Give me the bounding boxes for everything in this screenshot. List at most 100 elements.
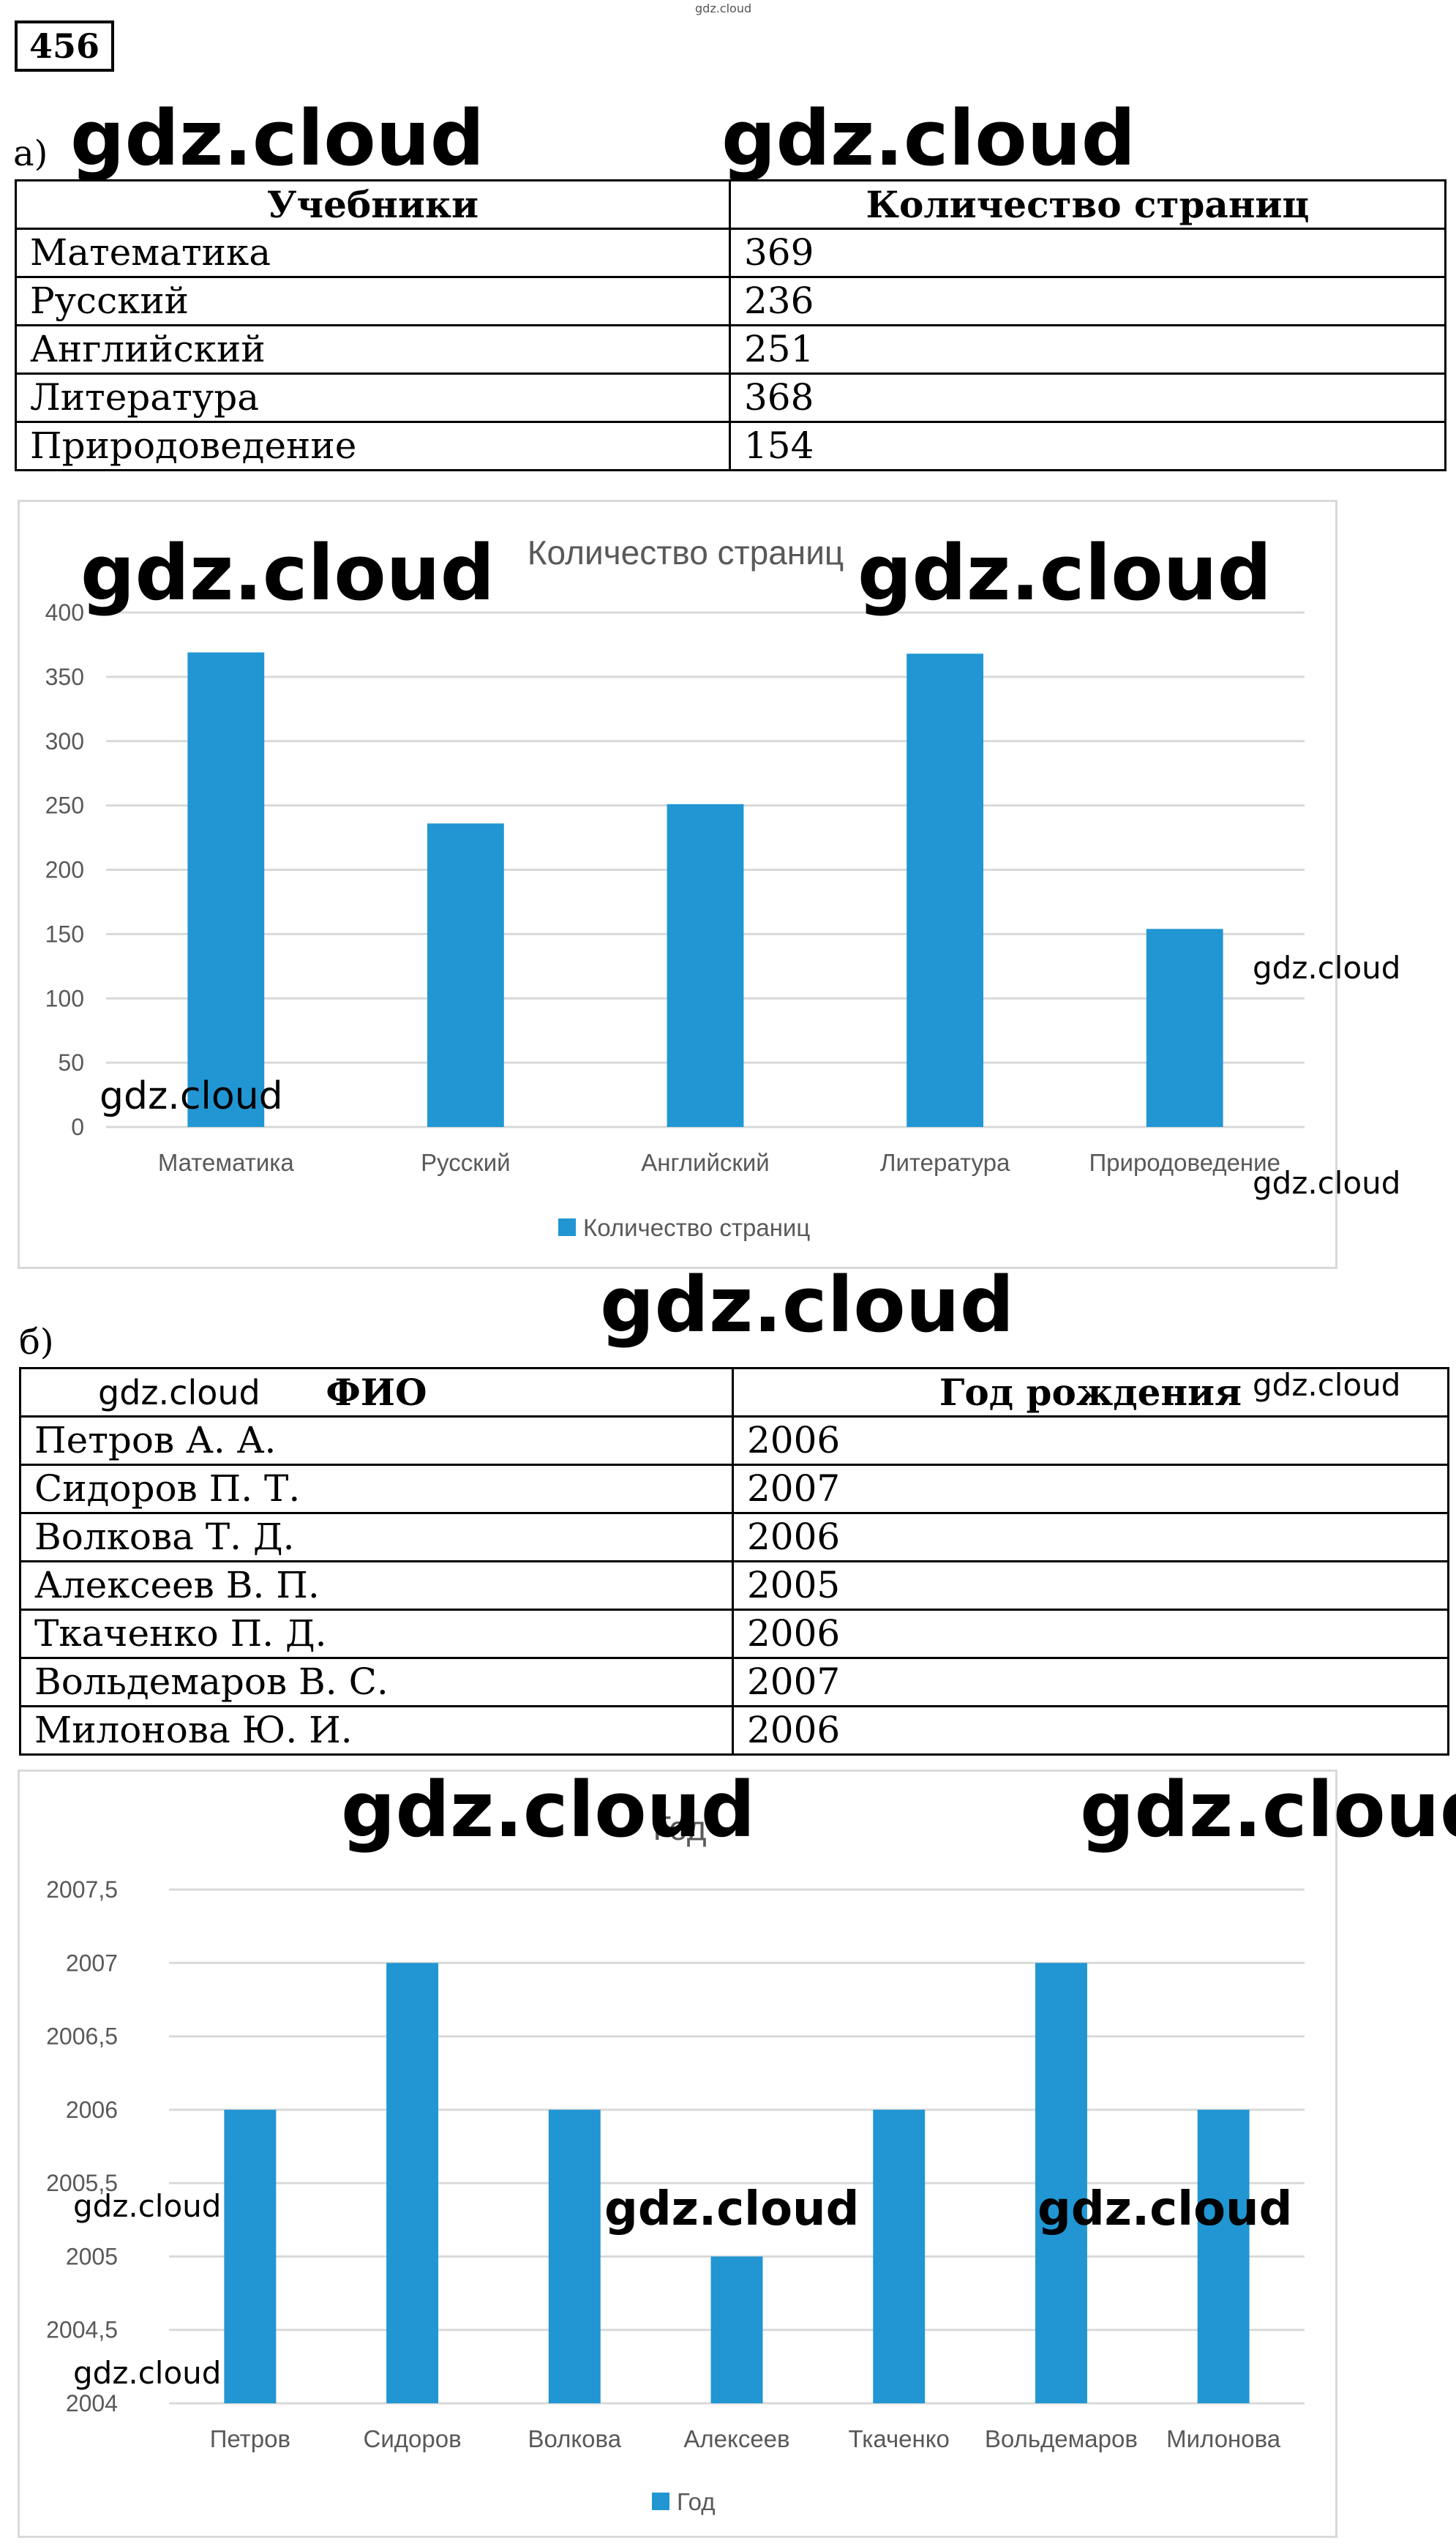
table-cell: Природоведение bbox=[15, 421, 731, 471]
watermark: gdz.cloud bbox=[1080, 1765, 1456, 1854]
bar bbox=[907, 654, 984, 1127]
table-cell: 2006 bbox=[732, 1609, 1449, 1659]
column-header: Количество страниц bbox=[729, 179, 1446, 230]
bar bbox=[386, 1963, 439, 2403]
table-cell: Вольдемаров В. С. bbox=[19, 1657, 734, 1707]
table-row: Вольдемаров В. С. 2007 bbox=[19, 1657, 1449, 1707]
y-tick-label: 0 bbox=[71, 1114, 84, 1140]
legend-swatch bbox=[558, 1218, 576, 1236]
watermark: gdz.cloud bbox=[858, 528, 1272, 618]
table-row: Петров А. А. 2006 bbox=[19, 1415, 1449, 1466]
table-cell: Петров А. А. bbox=[19, 1415, 734, 1466]
x-tick-label: Вольдемаров bbox=[985, 2425, 1138, 2452]
x-tick-label: Русский bbox=[421, 1149, 510, 1176]
y-tick-label: 2005,5 bbox=[46, 2170, 118, 2196]
table-cell: Ткаченко П. Д. bbox=[19, 1609, 734, 1659]
y-tick-label: 2007 bbox=[66, 1950, 118, 1976]
y-tick-label: 250 bbox=[45, 793, 84, 819]
y-tick-label: 2004 bbox=[66, 2390, 118, 2416]
students-table: ФИО Год рождения Петров А. А. 2006 Сидоро… bbox=[19, 1367, 1449, 1756]
x-tick-label: Сидоров bbox=[364, 2425, 462, 2452]
table-cell: 2007 bbox=[732, 1464, 1449, 1514]
table-cell: 2005 bbox=[732, 1560, 1449, 1611]
table-cell: Сидоров П. Т. bbox=[19, 1464, 734, 1514]
table-cell: 369 bbox=[729, 228, 1446, 278]
watermark-top-small: gdz.cloud bbox=[695, 1, 752, 15]
watermark: gdz.cloud bbox=[604, 2182, 860, 2236]
task-number: 456 bbox=[15, 20, 114, 72]
bar bbox=[1146, 929, 1223, 1127]
chart-title: Количество страниц bbox=[528, 533, 844, 572]
birth-year-bar-chart: Год 2004 2004,5 2005 2005,5 2006 2006,5 2007 200… bbox=[46, 1809, 1305, 2515]
table-cell: 236 bbox=[729, 276, 1446, 326]
table-cell: 368 bbox=[729, 372, 1446, 423]
y-tick-label: 400 bbox=[45, 599, 84, 626]
table-cell: 2006 bbox=[732, 1512, 1449, 1562]
table-cell: Русский bbox=[15, 276, 731, 326]
x-tick-label: Волкова bbox=[528, 2425, 621, 2452]
y-tick-label: 2006,5 bbox=[46, 2023, 118, 2050]
column-header: Учебники bbox=[15, 179, 731, 230]
y-tick-label: 2004,5 bbox=[46, 2317, 118, 2343]
x-tick-label: Математика bbox=[158, 1149, 295, 1176]
table-row: Волкова Т. Д. 2006 bbox=[19, 1512, 1449, 1562]
table-cell: 2006 bbox=[732, 1415, 1449, 1466]
table-cell: Литература bbox=[15, 372, 731, 423]
bar bbox=[873, 2109, 926, 2403]
x-tick-label: Литература bbox=[880, 1149, 1010, 1176]
table-cell: 251 bbox=[729, 324, 1446, 375]
x-tick-label: Английский bbox=[641, 1149, 769, 1176]
table-row: Сидоров П. Т. 2007 bbox=[19, 1464, 1449, 1514]
y-tick-label: 2006 bbox=[66, 2097, 118, 2123]
y-tick-label: 200 bbox=[45, 857, 84, 883]
textbooks-table: Учебники Количество страниц Математика 36… bbox=[15, 179, 1446, 471]
bar bbox=[710, 2256, 763, 2403]
bar bbox=[667, 804, 744, 1127]
table-row: Ткаченко П. Д. 2006 bbox=[19, 1609, 1449, 1659]
watermark: gdz.cloud bbox=[100, 1074, 283, 1118]
watermark: gdz.cloud bbox=[73, 2188, 222, 2224]
pages-chart-frame: Количество страниц 0 50 100 150 200 250 300 350 4… bbox=[18, 500, 1337, 1269]
watermark: gdz.cloud bbox=[70, 94, 485, 183]
x-tick-label: Петров bbox=[210, 2425, 290, 2452]
y-tick-label: 150 bbox=[45, 921, 84, 947]
watermark: gdz.cloud bbox=[73, 2355, 222, 2391]
part-b-label: б) bbox=[19, 1322, 54, 1363]
x-tick-label: Алексеев bbox=[683, 2425, 789, 2452]
legend-swatch bbox=[652, 2493, 669, 2510]
y-tick-label: 50 bbox=[58, 1049, 84, 1076]
bar bbox=[1035, 1963, 1087, 2403]
column-header: ФИО bbox=[19, 1367, 734, 1418]
y-tick-label: 100 bbox=[45, 985, 84, 1011]
watermark: gdz.cloud bbox=[1253, 1165, 1401, 1201]
watermark: gdz.cloud bbox=[1037, 2182, 1293, 2236]
chart-title: Год bbox=[653, 1809, 706, 1847]
watermark: gdz.cloud bbox=[1253, 1367, 1401, 1403]
column-header: Год рождения bbox=[732, 1367, 1449, 1418]
watermark: gdz.cloud bbox=[1253, 950, 1401, 986]
bar bbox=[1197, 2109, 1250, 2403]
table-header-row: Учебники Количество страниц bbox=[15, 179, 1446, 230]
birth-year-chart-frame: Год 2004 2004,5 2005 2005,5 2006 2006,5 2007 200… bbox=[18, 1770, 1337, 2538]
table-header-row: ФИО Год рождения bbox=[19, 1367, 1449, 1418]
watermark: gdz.cloud bbox=[80, 528, 495, 618]
bar bbox=[548, 2109, 601, 2403]
x-tick-label: Ткаченко bbox=[848, 2425, 949, 2452]
table-cell: Математика bbox=[15, 228, 731, 278]
table-cell: Английский bbox=[15, 324, 731, 375]
table-row: Литература 368 bbox=[15, 372, 1446, 423]
x-tick-label: Милонова bbox=[1166, 2425, 1281, 2452]
legend-label: Год bbox=[677, 2488, 716, 2515]
bar bbox=[427, 823, 504, 1127]
watermark: gdz.cloud bbox=[98, 1373, 260, 1412]
table-cell: Алексеев В. П. bbox=[19, 1560, 734, 1611]
table-cell: 2006 bbox=[732, 1705, 1449, 1756]
watermark: gdz.cloud bbox=[341, 1765, 756, 1854]
watermark: gdz.cloud bbox=[721, 94, 1136, 183]
table-row: Милонова Ю. И. 2006 bbox=[19, 1705, 1449, 1756]
table-cell: 154 bbox=[729, 421, 1446, 471]
table-row: Русский 236 bbox=[15, 276, 1446, 326]
y-tick-label: 350 bbox=[45, 664, 84, 690]
legend-label: Количество страниц bbox=[583, 1214, 810, 1241]
pages-bar-chart: Количество страниц 0 50 100 150 200 250 300 350 4… bbox=[45, 533, 1305, 1241]
